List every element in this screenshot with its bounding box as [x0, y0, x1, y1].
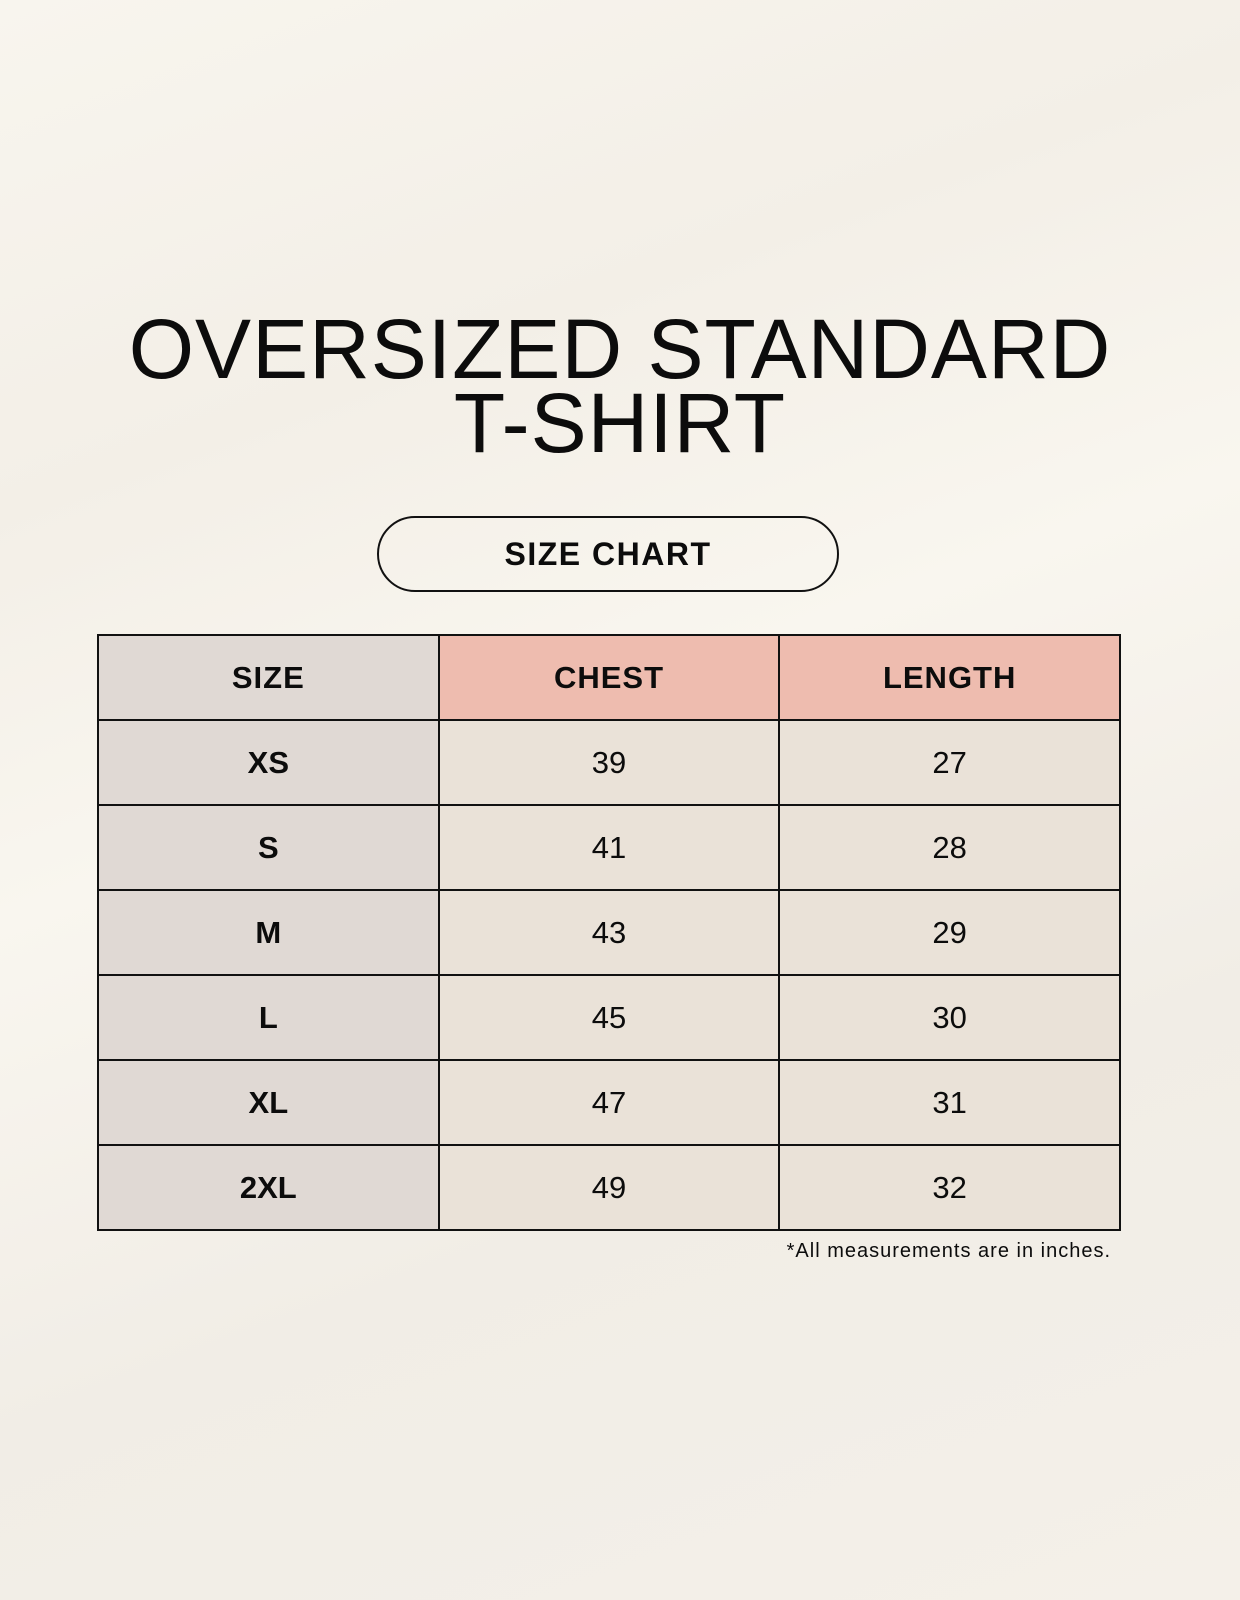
title-line-2: T-SHIRT: [453, 376, 787, 470]
length-cell: 28: [778, 804, 1121, 891]
table-row: XS 39 27: [97, 719, 1121, 806]
header-length: LENGTH: [778, 634, 1121, 721]
chest-cell: 47: [437, 1059, 781, 1146]
chest-cell: 49: [437, 1144, 781, 1231]
length-cell: 31: [778, 1059, 1121, 1146]
chest-cell: 45: [437, 974, 781, 1061]
size-cell: L: [97, 974, 440, 1061]
footnote: *All measurements are in inches.: [786, 1240, 1111, 1262]
header-size: SIZE: [97, 634, 440, 721]
page-title: OVERSIZED STANDARD T-SHIRT: [0, 302, 1240, 470]
length-cell: 27: [778, 719, 1121, 806]
header-chest: CHEST: [437, 634, 781, 721]
size-cell: S: [97, 804, 440, 891]
table-row: M 43 29: [97, 889, 1121, 976]
length-cell: 32: [778, 1144, 1121, 1231]
length-cell: 29: [778, 889, 1121, 976]
table-row: L 45 30: [97, 974, 1121, 1061]
chest-cell: 43: [437, 889, 781, 976]
size-cell: XL: [97, 1059, 440, 1146]
table-row: S 41 28: [97, 804, 1121, 891]
length-cell: 30: [778, 974, 1121, 1061]
table-header-row: SIZE CHEST LENGTH: [97, 634, 1121, 721]
size-cell: XS: [97, 719, 440, 806]
table-row: XL 47 31: [97, 1059, 1121, 1146]
title-line-1: OVERSIZED STANDARD: [128, 302, 1112, 396]
size-chart-badge: SIZE CHART: [377, 516, 839, 592]
table-row: 2XL 49 32: [97, 1144, 1121, 1231]
chest-cell: 39: [437, 719, 781, 806]
size-cell: M: [97, 889, 440, 976]
size-table: SIZE CHEST LENGTH XS 39 27 S 41 28 M 43 29 L 45 30 X…: [97, 634, 1121, 1231]
size-cell: 2XL: [97, 1144, 440, 1231]
chest-cell: 41: [437, 804, 781, 891]
